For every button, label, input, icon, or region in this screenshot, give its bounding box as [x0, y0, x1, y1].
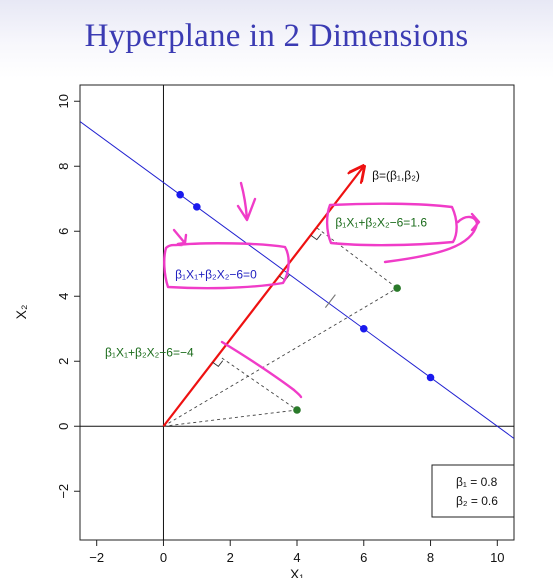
equation-annotations: β=(β₁,β₂) β₁X₁+β₂X₂−6=1.6 β₁X₁+β₂X₂−6=0 β₁X… [105, 168, 427, 359]
y-tick-label: 4 [56, 293, 71, 300]
dashed-segment [163, 410, 297, 426]
x-tick-label: 6 [360, 550, 367, 565]
x-tick-label: 2 [227, 550, 234, 565]
pink-down-arrow [238, 183, 255, 220]
margin-arrow [325, 295, 335, 308]
x-tick-label: 4 [293, 550, 300, 565]
y-tick-label: −2 [56, 484, 71, 499]
legend-entry-beta2: β₂ = 0.6 [456, 494, 498, 508]
pink-box-equals-0 [164, 243, 288, 288]
dashed-segment [163, 288, 397, 426]
y-tick-label: 8 [56, 163, 71, 170]
x-tick-label: 10 [490, 550, 504, 565]
annotation-equals-0: β₁X₁+β₂X₂−6=0 [175, 267, 257, 281]
hyperplane-line [80, 122, 514, 439]
x-tick-label: −2 [89, 550, 104, 565]
legend: β₁ = 0.8 β₂ = 0.6 [432, 465, 514, 517]
legend-box [432, 465, 514, 517]
green-points [293, 284, 401, 413]
green-point [293, 406, 301, 414]
right-angle-marker [311, 234, 321, 240]
x-tick-label: 8 [427, 550, 434, 565]
y-tick-label: 0 [56, 423, 71, 430]
pink-small-arrow [174, 230, 186, 244]
x-tick-label: 0 [160, 550, 167, 565]
x-axis-label: X₁ [290, 566, 304, 578]
y-tick-label: 10 [56, 94, 71, 108]
annotation-equals-1-6: β₁X₁+β₂X₂−6=1.6 [335, 215, 427, 229]
beta-vector-label: β=(β₁,β₂) [372, 168, 420, 182]
green-point [393, 284, 401, 292]
blue-point [427, 374, 435, 382]
y-axis-ticks: −2 0 2 4 6 8 10 [56, 94, 80, 499]
blue-point [176, 191, 184, 199]
blue-point [193, 203, 201, 211]
y-tick-label: 6 [56, 228, 71, 235]
x-axis-ticks: −2 0 2 4 6 8 10 [89, 540, 504, 565]
legend-entry-beta1: β₁ = 0.8 [456, 475, 498, 489]
y-tick-label: 2 [56, 358, 71, 365]
pink-diagonal-stroke [222, 342, 301, 397]
y-axis-label: X₂ [13, 305, 29, 320]
annotation-equals-neg4: β₁X₁+β₂X₂−6=−4 [105, 345, 194, 359]
blue-point [360, 325, 368, 333]
